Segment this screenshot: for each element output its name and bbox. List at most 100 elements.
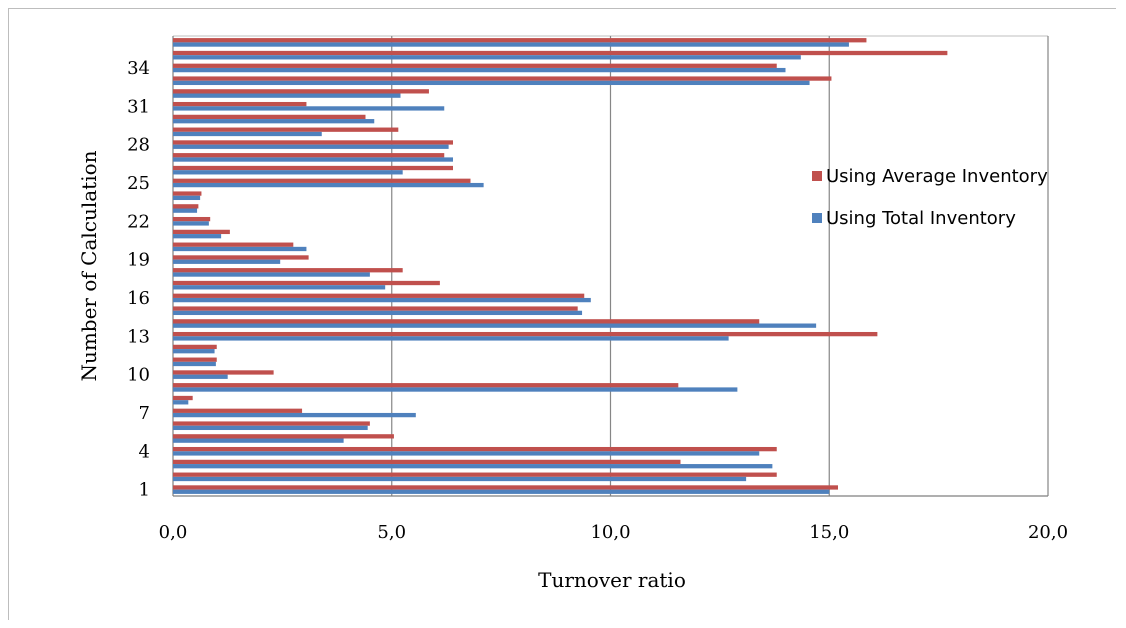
gridlines [172,35,1049,497]
bar-average-27 [173,153,445,158]
bar-average-15 [173,306,578,311]
bar-total-19 [173,259,281,264]
y-tick-label: 22 [127,211,150,232]
bar-average-4 [173,446,777,452]
bar-total-1 [173,489,830,494]
bar-total-30 [173,119,375,124]
bar-total-31 [173,106,445,111]
y-tick-label: 10 [127,365,150,386]
bar-total-5 [173,438,344,443]
bar-total-13 [173,336,729,341]
bar-average-34 [173,63,777,68]
bar-total-21 [173,234,222,239]
bar-average-35 [173,50,948,56]
bar-average-24 [173,191,202,196]
bar-total-20 [173,246,307,252]
y-tick-labels: 1 4 7 10 13 16 19 22 25 28 31 34 [127,58,150,501]
x-tick-label: 10,0 [590,522,630,543]
y-tick-label: 31 [127,96,150,117]
bar-total-10 [173,374,228,379]
bar-total-35 [173,55,801,60]
bar-average-29 [173,127,399,132]
bar-average-21 [173,229,230,235]
bar-average-30 [173,114,366,120]
bar-total-18 [173,272,370,277]
bar-total-29 [173,131,322,137]
x-tick-labels: 0,0 5,0 10,0 15,0 20,0 [159,522,1068,543]
bar-total-4 [173,451,760,456]
y-tick-label: 28 [127,135,150,156]
bar-average-25 [173,178,471,183]
bar-total-12 [173,349,215,354]
y-tick-label: 34 [127,58,150,79]
bar-average-26 [173,165,453,171]
bar-total-34 [173,67,786,73]
bar-average-7 [173,408,303,413]
legend-swatch-average [812,171,822,181]
bar-average-33 [173,76,832,81]
legend: Using Average Inventory Using Total Inven… [812,166,1048,229]
x-tick-label: 0,0 [159,522,188,543]
x-tick-label: 15,0 [809,522,849,543]
bar-average-16 [173,293,585,298]
y-tick-label: 19 [127,250,150,271]
y-tick-label: 1 [139,480,150,501]
y-tick-label: 7 [139,403,150,424]
bar-total-16 [173,297,591,303]
bar-average-2 [173,472,777,477]
bar-total-26 [173,170,403,175]
bar-average-1 [173,485,838,490]
bar-average-13 [173,331,878,337]
bar-average-8 [173,395,193,401]
bar-average-32 [173,89,429,94]
bar-average-28 [173,140,453,145]
bar-average-18 [173,268,403,273]
chart-frame [8,8,1116,620]
bar-total-7 [173,412,416,418]
bar-total-2 [173,476,747,482]
bar-average-19 [173,255,309,260]
bar-average-14 [173,319,760,324]
x-axis-title: Turnover ratio [538,568,686,592]
bar-average-9 [173,383,679,388]
bar-total-14 [173,323,817,328]
bar-total-36 [173,42,849,47]
bar-total-8 [173,400,189,405]
bar-total-28 [173,144,449,149]
bar-total-23 [173,208,198,213]
bar-average-22 [173,216,211,222]
y-axis-title: Number of Calculation [77,150,101,381]
bar-average-31 [173,101,307,107]
bar-total-3 [173,464,773,469]
legend-label-average: Using Average Inventory [826,166,1048,187]
bar-average-11 [173,357,217,362]
bar-average-36 [173,38,867,43]
y-tick-label: 25 [127,173,150,194]
bar-average-10 [173,370,274,375]
y-tick-label: 13 [127,326,150,347]
bar-average-17 [173,280,440,286]
x-tick-label: 5,0 [377,522,406,543]
bar-total-32 [173,93,401,98]
bar-total-9 [173,387,738,392]
bar-total-24 [173,195,201,201]
bar-total-33 [173,80,810,86]
legend-label-total: Using Total Inventory [826,208,1016,229]
bar-average-3 [173,459,681,465]
y-tick-label: 16 [127,288,150,309]
legend-swatch-total [812,213,822,223]
bar-total-27 [173,157,453,162]
bar-total-22 [173,221,209,226]
bar-total-6 [173,425,368,431]
bars [173,38,948,494]
bar-average-23 [173,204,199,209]
y-tick-label: 4 [139,441,150,462]
bar-total-25 [173,182,484,188]
bar-total-15 [173,310,583,316]
bar-average-5 [173,434,394,439]
bar-average-12 [173,344,217,350]
bar-average-20 [173,242,294,247]
x-tick-label: 20,0 [1028,522,1068,543]
bar-total-11 [173,361,216,367]
